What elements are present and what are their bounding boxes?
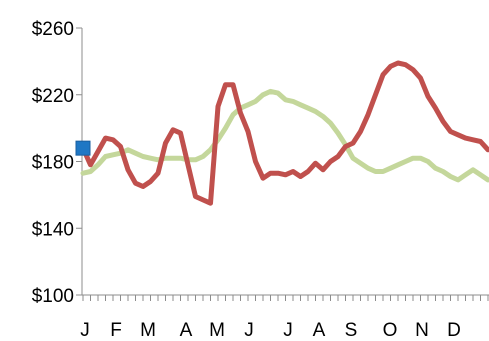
month-label: J bbox=[283, 320, 293, 341]
marker-layer bbox=[75, 140, 91, 156]
month-label: J bbox=[244, 320, 254, 341]
month-label: J bbox=[80, 320, 90, 341]
y-axis: $100 $140 $180 $220 $260 bbox=[32, 19, 83, 307]
month-label: F bbox=[110, 320, 122, 341]
y-tick-label: $260 bbox=[32, 19, 74, 40]
month-label: S bbox=[345, 320, 358, 341]
series-line-1 bbox=[80, 60, 489, 206]
month-label: M bbox=[209, 320, 225, 341]
series-layer bbox=[80, 60, 489, 206]
y-tick-label: $100 bbox=[32, 286, 74, 307]
month-label: O bbox=[383, 320, 398, 341]
month-label: N bbox=[415, 320, 429, 341]
y-tick-label: $180 bbox=[32, 153, 74, 174]
series-line-2 bbox=[80, 88, 489, 183]
y-tick-label: $140 bbox=[32, 219, 74, 240]
y-tick-label: $220 bbox=[32, 86, 74, 107]
month-label: A bbox=[180, 320, 193, 341]
start-marker bbox=[75, 140, 91, 156]
month-label: D bbox=[447, 320, 461, 341]
month-label: A bbox=[313, 320, 326, 341]
month-label: M bbox=[140, 320, 156, 341]
